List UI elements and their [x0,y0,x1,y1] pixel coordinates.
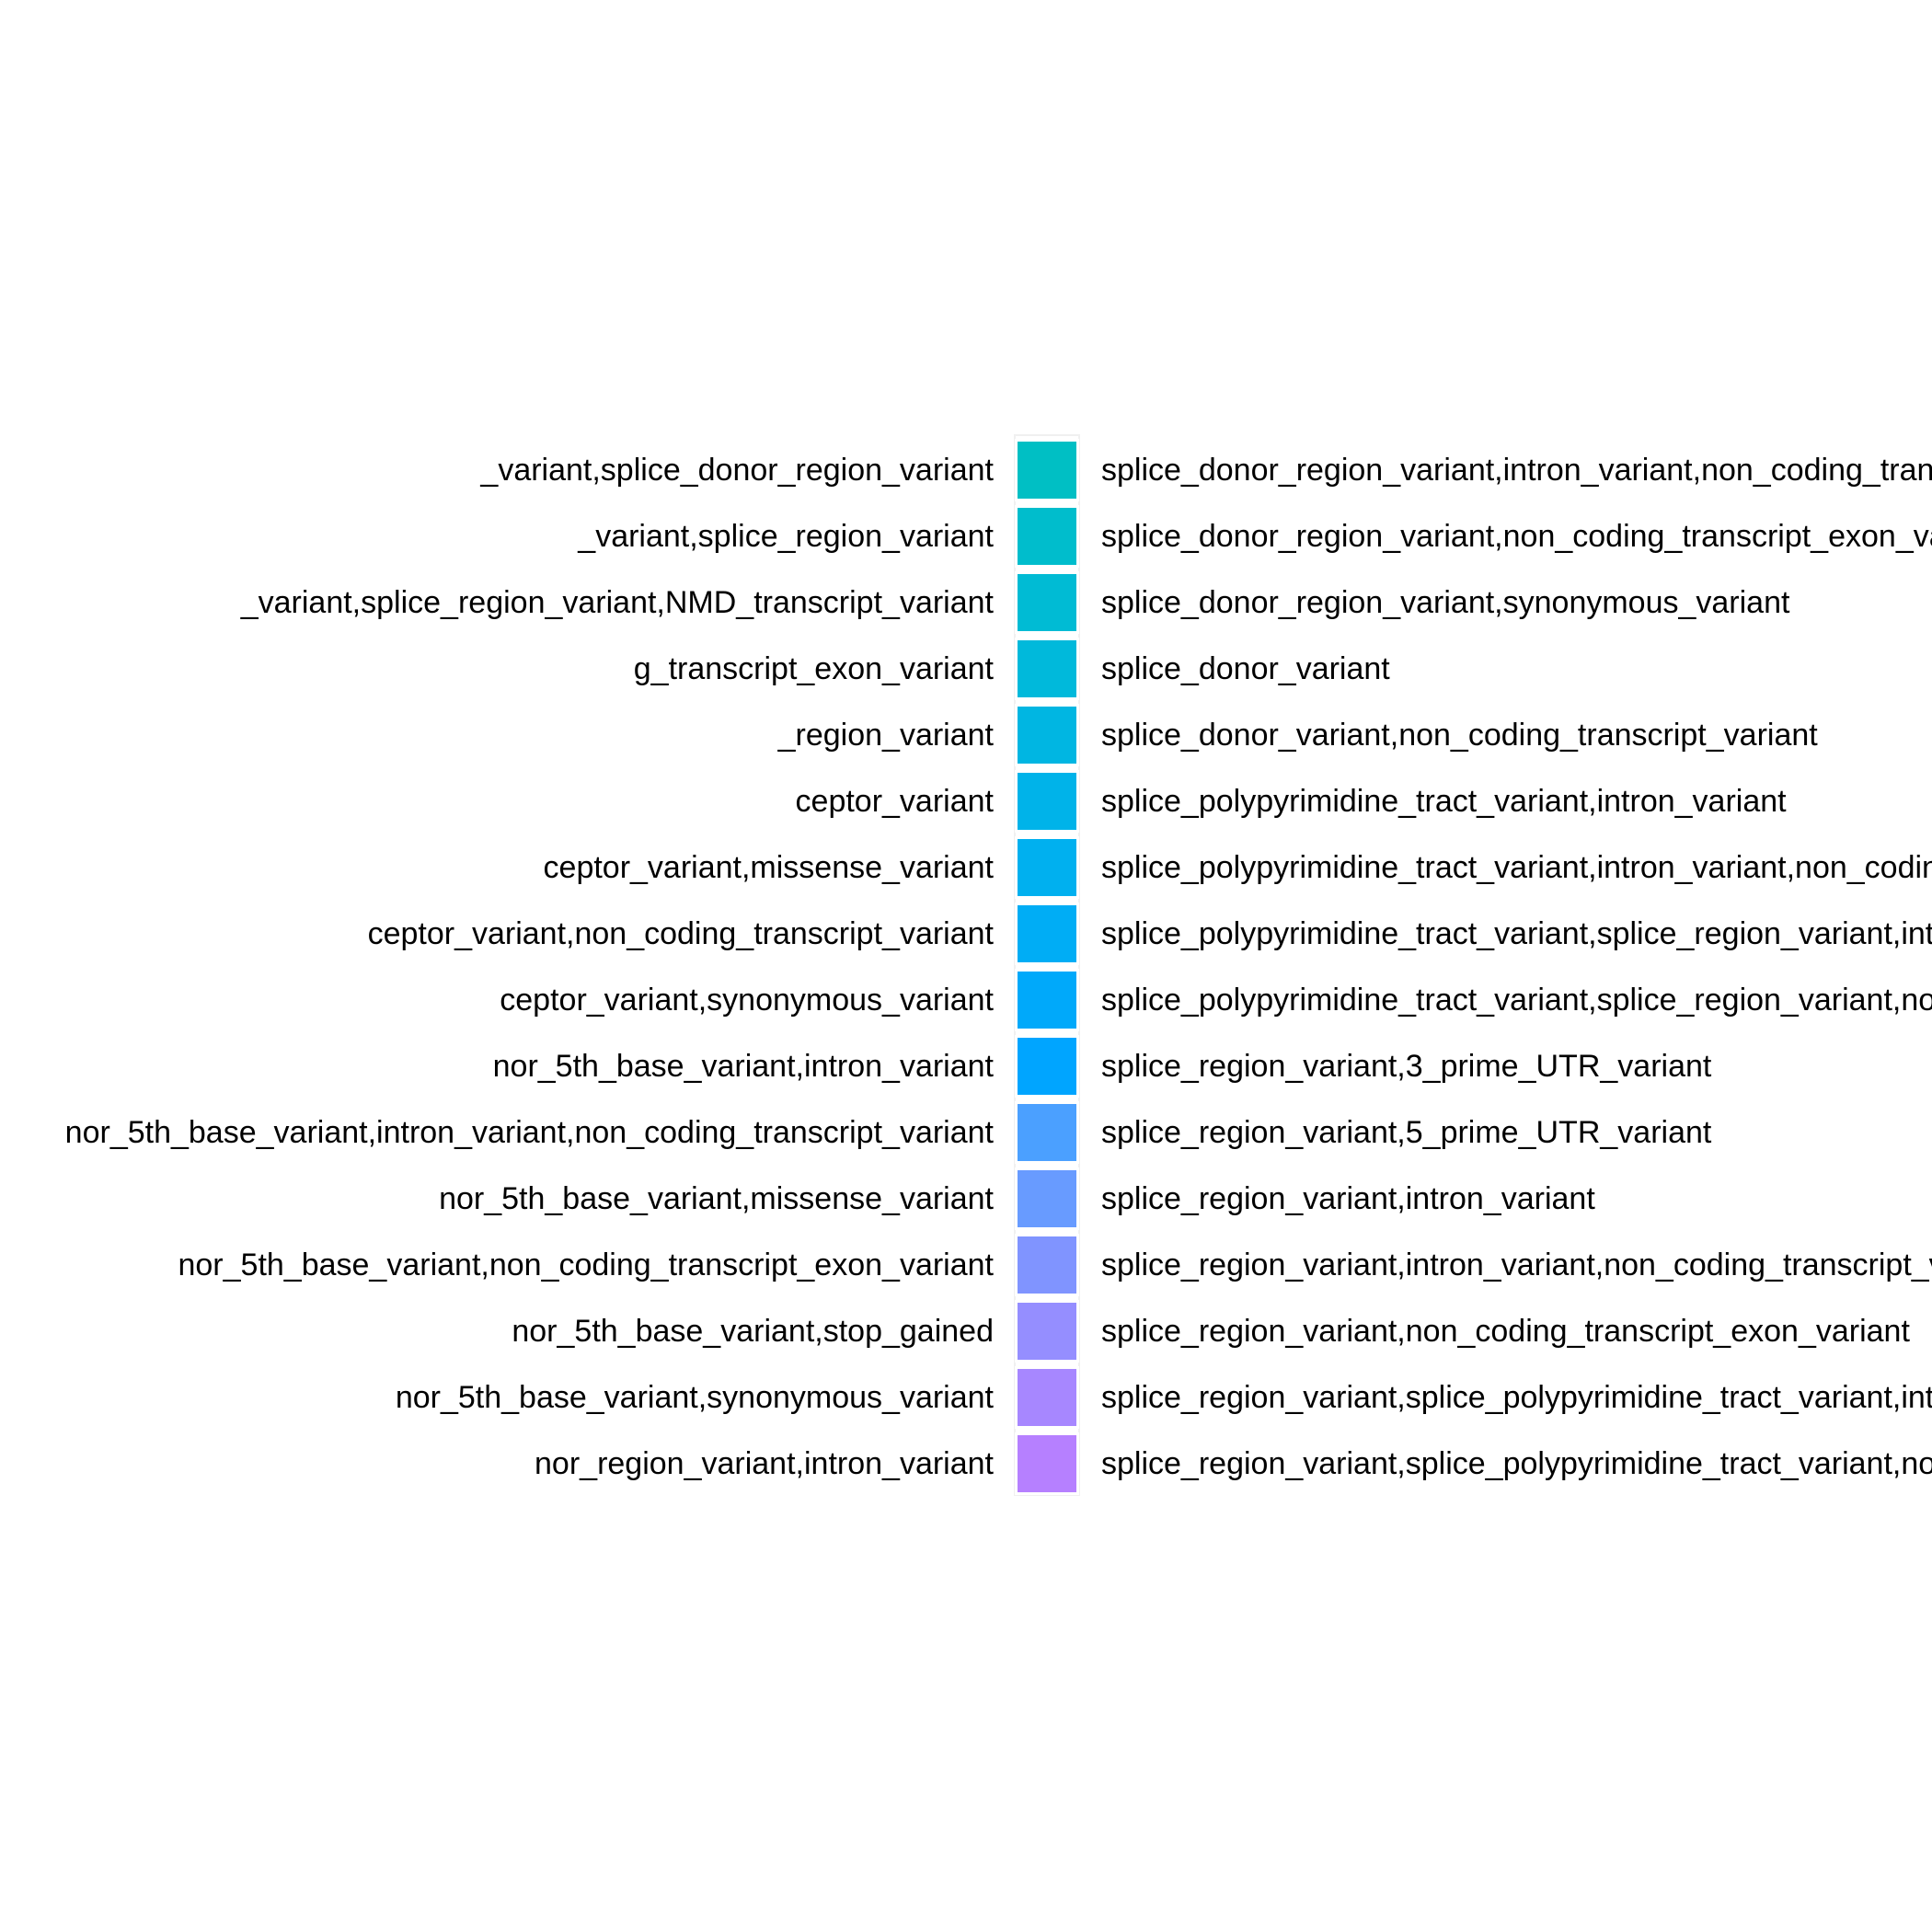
legend-label-right: splice_donor_region_variant,non_coding_t… [1101,519,1932,554]
legend-key-swatch [1015,836,1079,899]
legend-label-right: splice_donor_region_variant,intron_varia… [1101,453,1932,488]
legend-key-swatch [1015,1234,1079,1296]
legend-label-right: splice_region_variant,splice_polypyrimid… [1101,1446,1932,1481]
legend-key-swatch [1015,1101,1079,1164]
legend-key-swatch [1015,704,1079,766]
legend-label-left: nor_5th_base_variant,missense_variant [439,1181,994,1216]
legend-key-frame [1014,434,1080,1496]
legend-key-swatch [1015,1035,1079,1098]
legend-label-left: ceptor_variant,non_coding_transcript_var… [367,916,994,951]
legend-label-right: splice_region_variant,5_prime_UTR_varian… [1101,1115,1712,1150]
legend-label-left: g_transcript_exon_variant [633,651,994,686]
legend-label-left: nor_5th_base_variant,intron_variant [492,1049,994,1084]
legend-label-left: ceptor_variant,missense_variant [543,850,994,885]
legend-label-left: _region_variant [777,718,994,753]
legend-key-swatch [1015,1432,1079,1495]
legend-label-left: _variant,splice_region_variant [578,519,994,554]
legend-label-left: nor_region_variant,intron_variant [535,1446,994,1481]
legend-label-right: splice_polypyrimidine_tract_variant,spli… [1101,916,1932,951]
legend-key-swatch [1015,770,1079,833]
legend-key-swatch [1015,1300,1079,1363]
legend-label-left: nor_5th_base_variant,intron_variant,non_… [64,1115,994,1150]
legend-label-right: splice_donor_variant,non_coding_transcri… [1101,718,1818,753]
legend-label-left: _variant,splice_donor_region_variant [480,453,994,488]
legend-key-swatch [1015,439,1079,501]
legend-key-swatch [1015,505,1079,568]
legend-label-left: nor_5th_base_variant,stop_gained [512,1314,994,1349]
legend-label-left: _variant,splice_region_variant,NMD_trans… [240,585,994,620]
legend-label-right: splice_region_variant,non_coding_transcr… [1101,1314,1910,1349]
legend-key-swatch [1015,638,1079,700]
legend-label-left: ceptor_variant,synonymous_variant [500,983,994,1018]
legend-label-right: splice_region_variant,intron_variant,non… [1101,1248,1932,1282]
legend-key-swatch [1015,903,1079,965]
legend-label-right: splice_donor_variant [1101,651,1390,686]
legend-label-left: nor_5th_base_variant,synonymous_variant [395,1380,994,1415]
legend-label-right: splice_region_variant,splice_polypyrimid… [1101,1380,1932,1415]
legend-key-swatch [1015,969,1079,1031]
legend-label-right: splice_polypyrimidine_tract_variant,spli… [1101,983,1932,1018]
legend-label-right: splice_polypyrimidine_tract_variant,intr… [1101,784,1787,819]
legend-label-right: splice_polypyrimidine_tract_variant,intr… [1101,850,1932,885]
legend-key-swatch [1015,1167,1079,1230]
legend-label-right: splice_region_variant,3_prime_UTR_varian… [1101,1049,1712,1084]
legend-key-swatch [1015,1366,1079,1429]
legend-key-swatch [1015,571,1079,634]
legend-label-left: ceptor_variant [795,784,994,819]
legend-label-left: nor_5th_base_variant,non_coding_transcri… [178,1248,994,1282]
legend-label-right: splice_region_variant,intron_variant [1101,1181,1595,1216]
legend-label-right: splice_donor_region_variant,synonymous_v… [1101,585,1790,620]
